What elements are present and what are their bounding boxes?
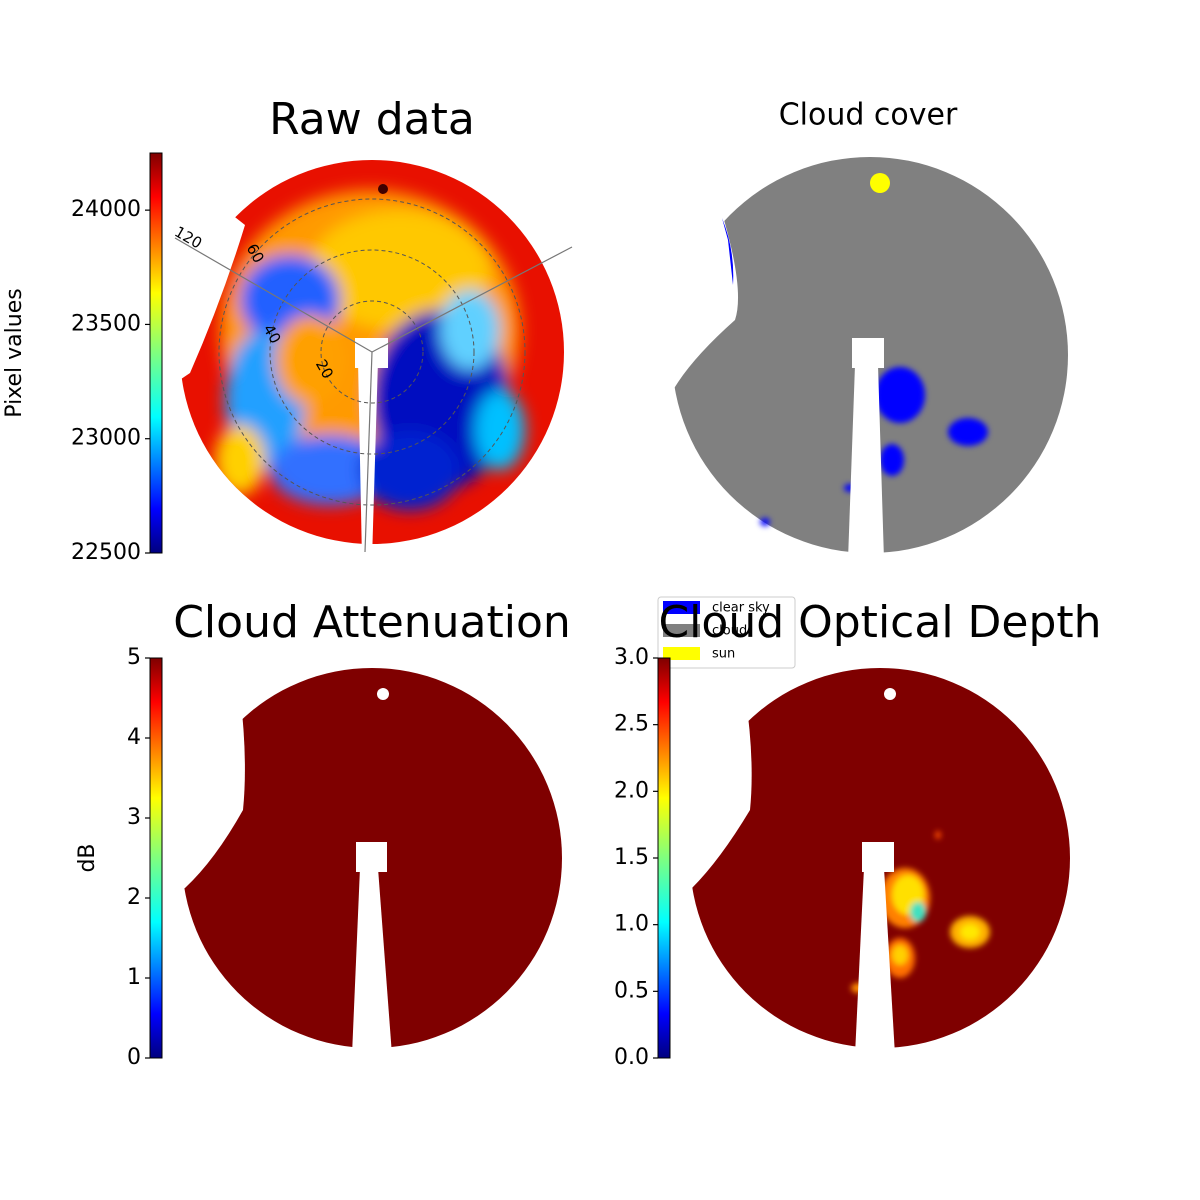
colorbar-tick-label: 1	[127, 965, 141, 990]
colorbar-tick-label: 23500	[71, 311, 141, 336]
colorbar-tick-label: 1.5	[614, 845, 649, 870]
cloud-mask-image	[640, 150, 1068, 560]
colorbar-label: dB	[75, 843, 100, 872]
colorbar	[657, 657, 671, 1059]
colorbar-tick-label: 2.5	[614, 712, 649, 737]
panel-title: Cloud Attenuation	[173, 597, 571, 648]
legend-swatch	[663, 624, 700, 637]
legend-swatch	[663, 601, 700, 614]
colorbar-tick-label: 4	[127, 725, 141, 750]
legend-swatch	[663, 647, 700, 660]
colorbar-tick-label: 0	[127, 1045, 141, 1070]
raw-image	[150, 150, 573, 560]
colorbar-tick-label: 2.0	[614, 778, 649, 803]
colorbar-label: Pixel values	[2, 288, 27, 417]
legend-label: sun	[712, 647, 735, 662]
colorbar-tick-label: 0.5	[614, 978, 649, 1003]
colorbar-tick-label: 24000	[71, 197, 141, 222]
polar-grid-circle	[269, 249, 475, 455]
legend-label: cloud	[712, 624, 747, 639]
colorbar-tick-label: 3	[127, 805, 141, 830]
polar-grid-circle	[218, 198, 526, 506]
attenuation-image	[150, 650, 562, 1055]
colorbar-tick-label: 3.0	[614, 645, 649, 670]
panel-title: Cloud Optical Depth	[658, 597, 1101, 648]
optical-depth-image	[660, 650, 1070, 1055]
legend-label: clear sky	[712, 601, 770, 616]
panel-title: Cloud cover	[779, 98, 958, 133]
panel-title: Raw data	[269, 94, 475, 145]
polar-grid-circle	[320, 300, 424, 404]
colorbar-tick-label: 5	[127, 645, 141, 670]
colorbar-tick-label: 0.0	[614, 1045, 649, 1070]
colorbar-tick-label: 1.0	[614, 912, 649, 937]
colorbar-tick-label: 23000	[71, 426, 141, 451]
colorbar-tick-label: 2	[127, 885, 141, 910]
colorbar	[149, 152, 163, 554]
colorbar-tick-label: 22500	[71, 540, 141, 565]
colorbar	[149, 657, 163, 1059]
